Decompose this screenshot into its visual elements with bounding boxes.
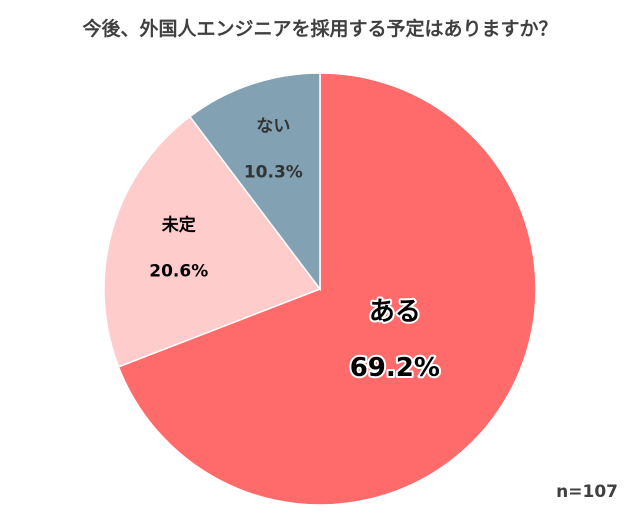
pie-slice-2 (188, 72, 321, 292)
slice-value-0: 69.2% (350, 353, 440, 383)
pie-slice-1 (103, 115, 322, 368)
slice-label-2: ない (256, 117, 290, 137)
pie-slice-0 (117, 72, 537, 506)
slice-value-1: 20.6% (149, 262, 208, 282)
slice-label-1: 未定 (161, 215, 196, 236)
sample-size-note: n=107 (556, 482, 618, 502)
chart-title: 今後、外国人エンジニアを採用する予定はありますか？ (82, 18, 558, 40)
slice-value-2: 10.3% (244, 163, 303, 183)
slice-label-0: ある (369, 297, 421, 327)
